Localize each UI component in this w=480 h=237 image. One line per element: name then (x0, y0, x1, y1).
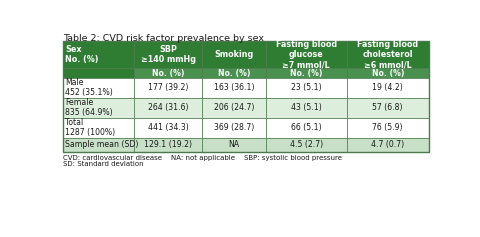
Bar (266, 78, 347, 98)
Text: SBP
≥140 mmHg: SBP ≥140 mmHg (141, 45, 196, 64)
Text: 369 (28.7): 369 (28.7) (214, 123, 254, 132)
Text: 206 (24.7): 206 (24.7) (214, 103, 254, 112)
Bar (202, 68, 266, 78)
Bar (202, 78, 266, 98)
Text: 19 (4.2): 19 (4.2) (372, 83, 403, 92)
Text: CVD: cardiovascular disease    NA: not applicable    SBP: systolic blood pressur: CVD: cardiovascular disease NA: not appl… (63, 155, 342, 161)
Text: No. (%): No. (%) (290, 68, 323, 77)
Bar (202, 98, 266, 118)
Text: 129.1 (19.2): 129.1 (19.2) (144, 140, 192, 149)
Bar (63, 78, 134, 98)
Bar (63, 118, 134, 138)
Text: No. (%): No. (%) (218, 68, 250, 77)
Text: No. (%): No. (%) (372, 68, 404, 77)
Text: Male
452 (35.1%): Male 452 (35.1%) (65, 78, 113, 97)
Text: Sex
No. (%): Sex No. (%) (65, 45, 99, 64)
Bar (134, 138, 202, 152)
Bar (63, 68, 134, 78)
Text: Total
1287 (100%): Total 1287 (100%) (65, 118, 116, 137)
Text: SD: Standard deviation: SD: Standard deviation (63, 161, 144, 167)
Text: Smoking: Smoking (215, 50, 254, 59)
Text: 57 (6.8): 57 (6.8) (372, 103, 403, 112)
Bar (134, 41, 202, 68)
Text: 66 (5.1): 66 (5.1) (291, 123, 322, 132)
Bar (266, 98, 347, 118)
Text: Fasting blood
glucose
≥7 mmol/L: Fasting blood glucose ≥7 mmol/L (276, 40, 337, 69)
Text: Female
835 (64.9%): Female 835 (64.9%) (65, 98, 113, 118)
Text: 4.5 (2.7): 4.5 (2.7) (290, 140, 323, 149)
Bar (266, 68, 347, 78)
Bar (134, 78, 202, 98)
Bar (63, 41, 134, 68)
Bar (63, 98, 134, 118)
Text: 163 (36.1): 163 (36.1) (214, 83, 254, 92)
Text: 441 (34.3): 441 (34.3) (148, 123, 189, 132)
Bar (347, 98, 429, 118)
Text: No. (%): No. (%) (152, 68, 184, 77)
Bar (266, 41, 347, 68)
Text: 76 (5.9): 76 (5.9) (372, 123, 403, 132)
Bar (347, 138, 429, 152)
Bar (202, 118, 266, 138)
Text: NA: NA (228, 140, 240, 149)
Text: Fasting blood
cholesterol
≥6 mmol/L: Fasting blood cholesterol ≥6 mmol/L (357, 40, 418, 69)
Text: 43 (5.1): 43 (5.1) (291, 103, 322, 112)
Bar (134, 98, 202, 118)
Bar (134, 68, 202, 78)
Text: 4.7 (0.7): 4.7 (0.7) (371, 140, 404, 149)
Bar (63, 138, 134, 152)
Bar (347, 41, 429, 68)
Text: 264 (31.6): 264 (31.6) (148, 103, 189, 112)
Bar (202, 138, 266, 152)
Bar (266, 118, 347, 138)
Text: 23 (5.1): 23 (5.1) (291, 83, 322, 92)
Text: Table 2: CVD risk factor prevalence by sex: Table 2: CVD risk factor prevalence by s… (63, 34, 264, 43)
Bar (347, 118, 429, 138)
Bar (63, 41, 429, 152)
Text: 177 (39.2): 177 (39.2) (148, 83, 189, 92)
Text: Sample mean (SD): Sample mean (SD) (65, 140, 139, 149)
Bar (134, 118, 202, 138)
Bar (347, 68, 429, 78)
Bar (347, 78, 429, 98)
Bar (202, 41, 266, 68)
Bar (266, 138, 347, 152)
